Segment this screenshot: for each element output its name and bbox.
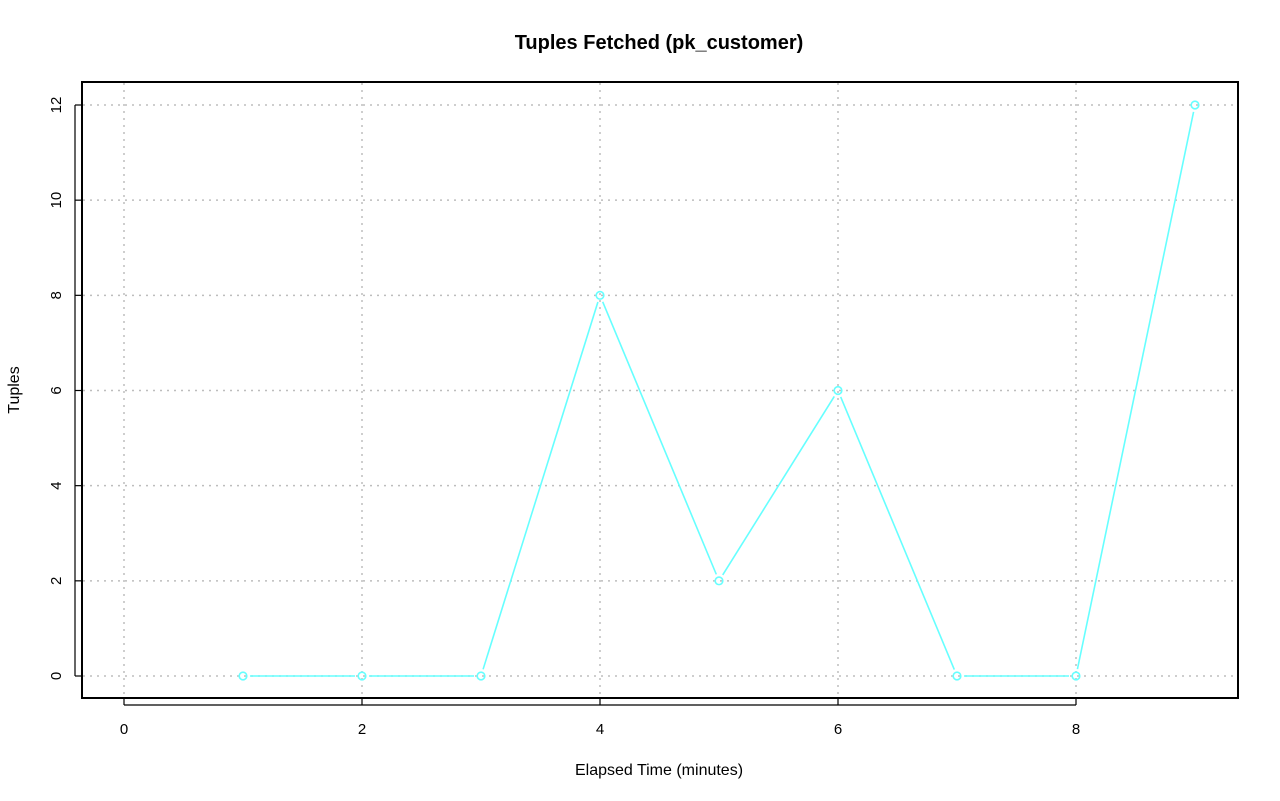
data-point: [1190, 100, 1200, 110]
y-axis-label: Tuples: [6, 366, 23, 413]
data-point: [952, 671, 962, 681]
y-axis: 0 2 4 6 8 10 12: [48, 97, 82, 680]
data-point: [238, 671, 248, 681]
grid: [83, 83, 1237, 697]
y-tick-label: 0: [48, 672, 65, 680]
data-point: [476, 671, 486, 681]
x-tick-label: 0: [120, 721, 128, 738]
data-point: [357, 671, 367, 681]
x-tick-label: 2: [358, 721, 366, 738]
x-tick-label: 6: [834, 721, 842, 738]
y-tick-label: 10: [48, 192, 65, 209]
x-axis: 0 2 4 6 8: [120, 698, 1080, 738]
series-segment: [839, 396, 956, 670]
series-layer: [238, 100, 1200, 681]
series-segment: [601, 301, 718, 575]
series-segment: [1076, 111, 1195, 670]
data-point: [1071, 671, 1081, 681]
y-tick-label: 6: [48, 386, 65, 394]
x-tick-label: 8: [1072, 721, 1080, 738]
data-point: [714, 576, 724, 586]
chart-title: Tuples Fetched (pk_customer): [515, 32, 804, 54]
y-tick-label: 8: [48, 291, 65, 299]
x-axis-label: Elapsed Time (minutes): [575, 762, 743, 779]
data-point: [595, 290, 605, 300]
y-tick-label: 12: [48, 97, 65, 114]
series-segment: [722, 396, 835, 576]
y-tick-label: 4: [48, 481, 65, 489]
y-tick-label: 2: [48, 577, 65, 585]
data-point: [833, 385, 843, 396]
x-tick-label: 4: [596, 721, 604, 738]
series-segment: [482, 301, 599, 670]
